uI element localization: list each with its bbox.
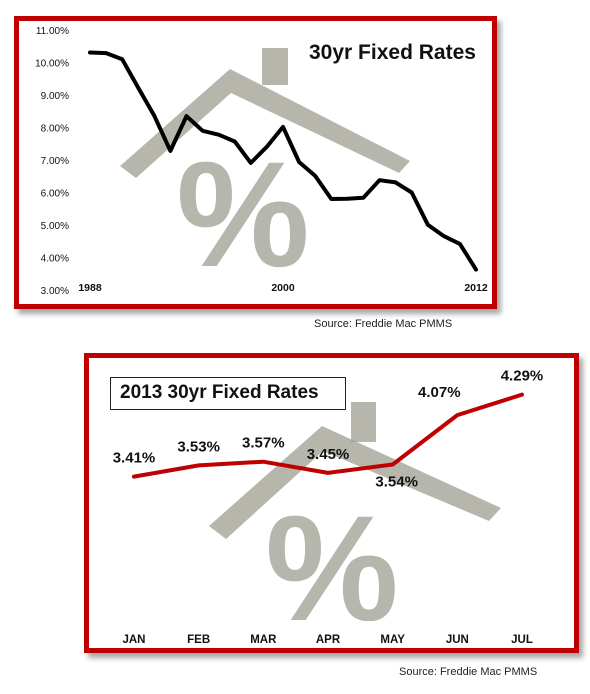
x-tick-label: 2012 [464, 282, 488, 294]
data-label: 3.57% [242, 435, 285, 452]
data-point [426, 223, 429, 226]
y-tick-label: 10.00% [35, 59, 69, 70]
data-point [104, 51, 108, 55]
x-tick-label: FEB [187, 634, 210, 646]
y-tick-label: 6.00% [41, 189, 69, 200]
chart1-svg: % 3.00% 4.00% 5.00% 6.00% 7.00% 8.00% 9.00% 10.… [35, 26, 488, 298]
y-tick-label: 9.00% [41, 91, 69, 102]
data-point [132, 475, 136, 478]
y-tick-label: 8.00% [41, 124, 69, 135]
data-point [185, 114, 188, 118]
data-point [217, 133, 220, 136]
chart2-source: Source: Freddie Mac PMMS [399, 666, 538, 678]
svg-text:%: % [176, 130, 309, 298]
chart-30yr-fixed-rates: % 3.00% 4.00% 5.00% 6.00% 7.00% 8.00% 9.00% 10.… [14, 16, 497, 309]
x-tick-label: MAY [380, 634, 405, 646]
x-tick-label: JUL [511, 634, 533, 646]
chart-2013-30yr-fixed-rates: % JAN FEB MAR APR MAY JUN JUL 3.41% 3.53% 3.57% 3… [84, 353, 579, 653]
x-tick-label: 1988 [78, 282, 102, 294]
chart2-svg: % JAN FEB MAR APR MAY JUN JUL 3.41% 3.53% 3.57% 3… [113, 368, 544, 652]
x-tick-label: JAN [122, 634, 145, 646]
chart2-title: 2013 30yr Fixed Rates [110, 377, 346, 410]
data-point [394, 181, 397, 184]
chart1-source: Source: Freddie Mac PMMS [314, 318, 453, 330]
data-point [456, 413, 459, 417]
data-point [346, 197, 349, 200]
data-point [362, 196, 365, 199]
data-point [410, 191, 413, 194]
x-tick-label: MAR [250, 634, 277, 646]
x-tick-label: APR [316, 634, 341, 646]
y-tick-label: 7.00% [41, 156, 69, 167]
data-point [313, 174, 317, 178]
data-point [474, 268, 478, 271]
data-point [137, 86, 140, 90]
data-point [197, 464, 200, 467]
y-tick-label: 3.00% [41, 286, 69, 297]
data-point [233, 140, 236, 143]
house-percent-icon: % [120, 48, 410, 298]
data-point [458, 242, 462, 246]
data-point [201, 129, 204, 132]
data-point [326, 471, 330, 475]
data-label: 3.41% [113, 450, 156, 467]
y-tick-label: 4.00% [41, 254, 69, 265]
data-point [153, 114, 156, 118]
data-point [249, 161, 253, 165]
chart1-title: 30yr Fixed Rates [309, 41, 476, 64]
data-point [88, 51, 92, 54]
data-point [281, 125, 285, 129]
house-percent-icon: % [209, 402, 501, 652]
svg-text:%: % [265, 484, 398, 652]
data-point [520, 393, 524, 396]
data-point [442, 234, 446, 238]
x-tick-label: JUN [446, 634, 469, 646]
data-point [265, 145, 269, 148]
data-label: 3.45% [307, 446, 350, 463]
data-label: 3.53% [177, 438, 220, 455]
data-point [297, 160, 301, 164]
data-label: 4.07% [418, 384, 461, 401]
data-point [120, 58, 124, 61]
y-tick-label: 5.00% [41, 221, 69, 232]
y-tick-label: 11.00% [36, 26, 69, 37]
data-point [391, 463, 394, 466]
data-label: 4.29% [501, 368, 544, 385]
data-point [169, 149, 172, 153]
data-point [262, 460, 265, 463]
data-point [378, 178, 381, 182]
data-point [330, 197, 333, 201]
x-tick-label: 2000 [271, 282, 295, 294]
data-label: 3.54% [375, 473, 418, 490]
